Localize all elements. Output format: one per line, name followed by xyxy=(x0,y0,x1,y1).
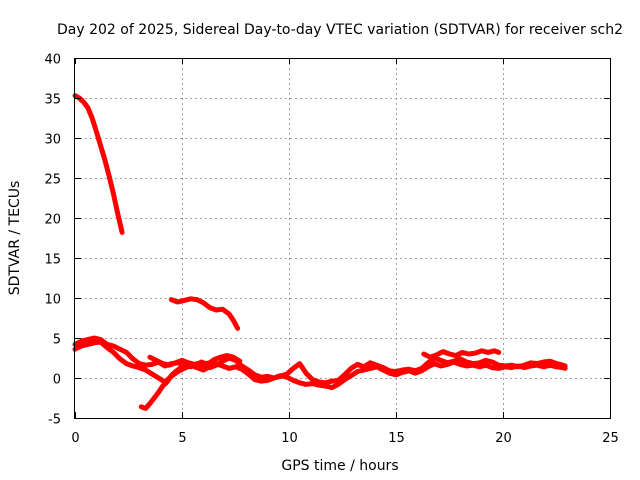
x-tick-label: 5 xyxy=(178,431,186,446)
x-tick-label: 10 xyxy=(281,431,298,446)
series-segment-3 xyxy=(72,335,568,386)
y-tick-label: 20 xyxy=(44,213,61,228)
y-tick-label: 40 xyxy=(44,53,61,68)
chart-title: Day 202 of 2025, Sidereal Day-to-day VTE… xyxy=(57,22,623,38)
y-tick-label: 0 xyxy=(53,373,61,388)
series-segment-2 xyxy=(168,296,241,331)
y-tick-label: -5 xyxy=(48,413,61,428)
x-tick-label: 25 xyxy=(602,431,619,446)
y-tick-label: 15 xyxy=(44,253,61,268)
series-segment-7 xyxy=(421,348,502,360)
plot-frame xyxy=(74,58,611,419)
ticks xyxy=(75,58,611,419)
tick-labels: 0 5 10 15 20 25 -5 0 5 10 15 20 25 30 35 40 xyxy=(44,53,618,447)
y-tick-label: 35 xyxy=(44,93,61,108)
grid xyxy=(75,58,610,418)
series-segment-1 xyxy=(72,93,125,235)
series-segment-6 xyxy=(147,354,204,369)
series-segment-5 xyxy=(138,353,243,411)
x-tick-label: 0 xyxy=(71,431,79,446)
y-tick-label: 5 xyxy=(53,333,61,348)
series-layer xyxy=(72,93,568,411)
x-axis-label: GPS time / hours xyxy=(281,458,398,474)
y-tick-label: 10 xyxy=(44,293,61,308)
x-tick-label: 15 xyxy=(388,431,405,446)
series-segment-4 xyxy=(72,339,568,391)
y-axis-label: SDTVAR / TECUs xyxy=(7,181,23,296)
x-tick-label: 20 xyxy=(495,431,512,446)
y-tick-label: 30 xyxy=(44,133,61,148)
y-tick-label: 25 xyxy=(44,173,61,188)
